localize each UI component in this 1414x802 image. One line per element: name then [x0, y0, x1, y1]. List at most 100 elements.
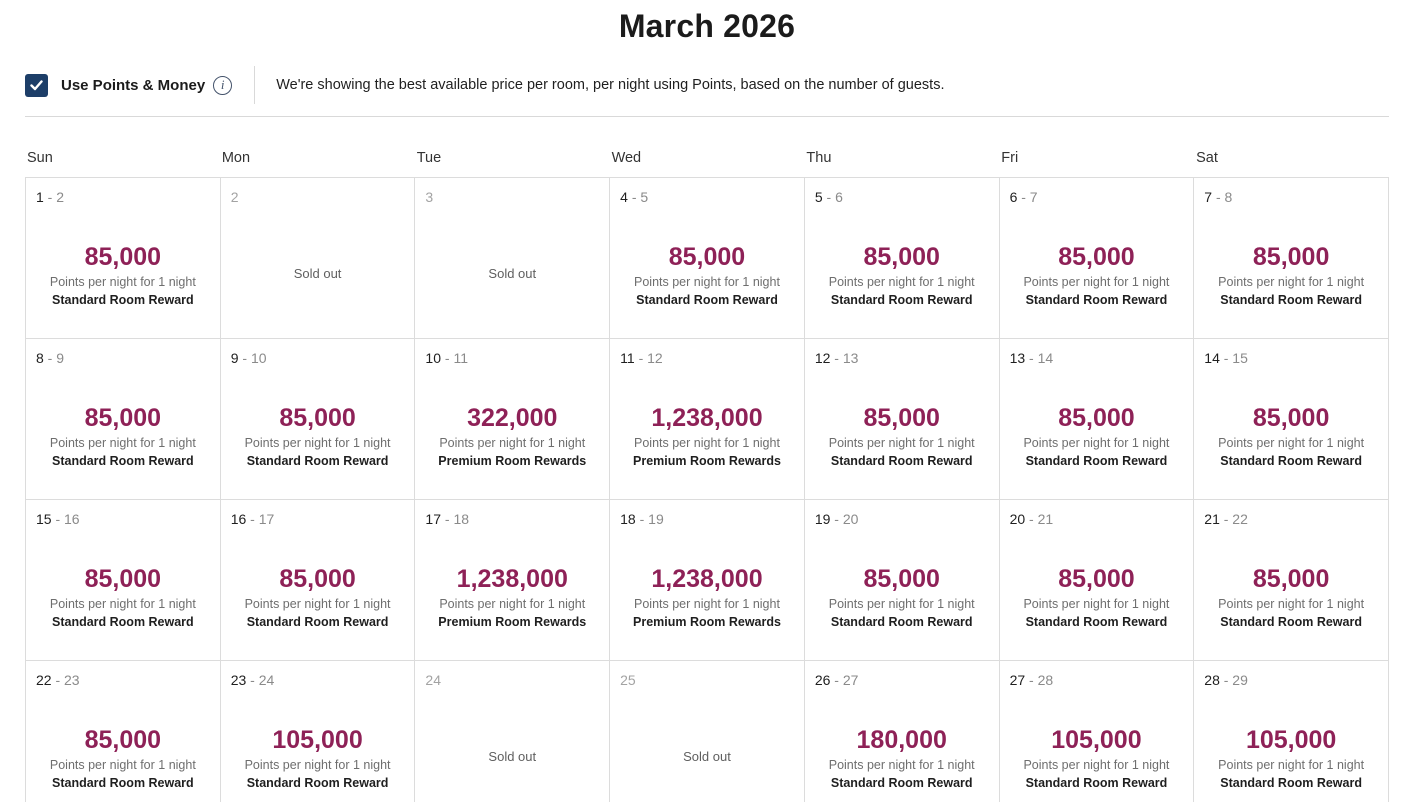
points-value: 85,000 — [1058, 243, 1135, 271]
calendar-day-cell[interactable]: 18 - 19 1,238,000 Points per night for 1… — [610, 500, 805, 661]
sold-out-label: Sold out — [488, 266, 537, 281]
calendar-day-cell[interactable]: 11 - 12 1,238,000 Points per night for 1… — [610, 339, 805, 500]
use-points-label: Use Points & Money — [61, 76, 206, 94]
points-caption: Points per night for 1 night — [1023, 436, 1170, 450]
calendar-day-cell[interactable]: 17 - 18 1,238,000 Points per night for 1… — [415, 500, 611, 661]
calendar-day-cell[interactable]: 21 - 22 85,000 Points per night for 1 ni… — [1194, 500, 1389, 661]
points-caption: Points per night for 1 night — [1218, 597, 1365, 611]
calendar-day-cell[interactable]: 27 - 28 105,000 Points per night for 1 n… — [999, 661, 1195, 802]
cell-body: 105,000 Points per night for 1 night Sta… — [221, 725, 415, 792]
cell-body: 85,000 Points per night for 1 night Stan… — [805, 242, 999, 309]
weekday-header: Fri — [1001, 150, 1019, 166]
points-caption: Points per night for 1 night — [828, 597, 975, 611]
room-type-label: Standard Room Reward — [1025, 293, 1168, 307]
date-range: 23 - 24 — [230, 672, 275, 688]
cell-body: 85,000 Points per night for 1 night Stan… — [221, 403, 415, 470]
calendar-day-cell: 25 Sold out — [610, 661, 805, 802]
points-value: 105,000 — [1245, 726, 1337, 754]
calendar-day-cell[interactable]: 10 - 11 322,000 Points per night for 1 n… — [415, 339, 611, 500]
room-type-label: Standard Room Reward — [52, 454, 194, 468]
calendar-day-cell[interactable]: 6 - 7 85,000 Points per night for 1 nigh… — [999, 178, 1195, 339]
weekday-header: Tue — [416, 150, 442, 166]
cell-body: 85,000 Points per night for 1 night Stan… — [805, 403, 999, 470]
date-range: 28 - 29 — [1204, 672, 1248, 688]
cell-body: 85,000 Points per night for 1 night Stan… — [26, 725, 220, 792]
points-value: 85,000 — [84, 565, 162, 593]
points-caption: Points per night for 1 night — [49, 758, 196, 772]
weekday-header: Mon — [221, 150, 251, 166]
points-value: 85,000 — [863, 565, 940, 593]
cell-body: 322,000 Points per night for 1 night Pre… — [415, 403, 609, 470]
calendar-day-cell: 2 Sold out — [220, 178, 416, 339]
points-toolbar: Use Points & Money i We're showing the b… — [25, 66, 1389, 104]
cell-body: 1,238,000 Points per night for 1 night P… — [610, 403, 804, 470]
room-type-label: Standard Room Reward — [246, 615, 389, 629]
points-value: 105,000 — [272, 726, 363, 754]
room-type-label: Standard Room Reward — [1220, 776, 1362, 790]
points-value: 1,238,000 — [651, 404, 763, 432]
points-caption: Points per night for 1 night — [828, 436, 975, 450]
room-type-label: Premium Room Rewards — [633, 454, 781, 468]
date-range: 15 - 16 — [36, 511, 80, 527]
date-range: 12 - 13 — [814, 350, 859, 366]
room-type-label: Standard Room Reward — [1220, 454, 1362, 468]
points-value: 85,000 — [1252, 565, 1330, 593]
sold-out-label: Sold out — [293, 266, 342, 281]
room-type-label: Premium Room Rewards — [438, 615, 587, 629]
calendar-day-cell[interactable]: 5 - 6 85,000 Points per night for 1 nigh… — [804, 178, 1000, 339]
calendar-day-cell[interactable]: 16 - 17 85,000 Points per night for 1 ni… — [220, 500, 416, 661]
calendar-day-cell[interactable]: 13 - 14 85,000 Points per night for 1 ni… — [999, 339, 1195, 500]
room-type-label: Standard Room Reward — [52, 776, 194, 790]
calendar-day-cell[interactable]: 8 - 9 85,000 Points per night for 1 nigh… — [26, 339, 221, 500]
points-caption: Points per night for 1 night — [828, 275, 975, 289]
date-range: 20 - 21 — [1009, 511, 1054, 527]
cell-body: 1,238,000 Points per night for 1 night P… — [415, 564, 609, 631]
date-range: 22 - 23 — [36, 672, 80, 688]
points-value: 85,000 — [84, 404, 162, 432]
calendar-day-cell[interactable]: 19 - 20 85,000 Points per night for 1 ni… — [804, 500, 1000, 661]
weekday-header: Wed — [611, 150, 642, 166]
use-points-checkbox[interactable] — [25, 73, 48, 97]
points-caption: Points per night for 1 night — [244, 758, 391, 772]
points-caption: Points per night for 1 night — [439, 436, 586, 450]
points-value: 85,000 — [668, 243, 746, 271]
date-range: 11 - 12 — [620, 350, 663, 366]
points-value: 85,000 — [1058, 404, 1135, 432]
calendar-day-cell[interactable]: 7 - 8 85,000 Points per night for 1 nigh… — [1194, 178, 1389, 339]
points-caption: Points per night for 1 night — [828, 758, 975, 772]
room-type-label: Standard Room Reward — [1025, 776, 1168, 790]
cell-body: 85,000 Points per night for 1 night Stan… — [26, 564, 220, 631]
calendar-day-cell[interactable]: 20 - 21 85,000 Points per night for 1 ni… — [999, 500, 1195, 661]
calendar-day-cell[interactable]: 1 - 2 85,000 Points per night for 1 nigh… — [26, 178, 221, 339]
points-caption: Points per night for 1 night — [244, 436, 391, 450]
info-icon[interactable]: i — [213, 75, 233, 95]
calendar-day-cell: 3 Sold out — [415, 178, 611, 339]
room-type-label: Standard Room Reward — [1025, 615, 1168, 629]
room-type-label: Standard Room Reward — [52, 615, 194, 629]
date-range: 6 - 7 — [1009, 189, 1038, 205]
date-range: 8 - 9 — [36, 350, 65, 366]
sold-out-label: Sold out — [488, 749, 537, 764]
points-value: 85,000 — [84, 243, 162, 271]
room-type-label: Premium Room Rewards — [438, 454, 587, 468]
cell-body: 85,000 Points per night for 1 night Stan… — [26, 242, 220, 309]
date-range: 24 — [425, 672, 441, 688]
calendar-day-cell[interactable]: 9 - 10 85,000 Points per night for 1 nig… — [220, 339, 416, 500]
calendar-day-cell[interactable]: 15 - 16 85,000 Points per night for 1 ni… — [26, 500, 221, 661]
points-caption: Points per night for 1 night — [1218, 436, 1365, 450]
calendar-day-cell[interactable]: 14 - 15 85,000 Points per night for 1 ni… — [1194, 339, 1389, 500]
calendar-day-cell[interactable]: 23 - 24 105,000 Points per night for 1 n… — [220, 661, 416, 802]
points-caption: Points per night for 1 night — [1218, 275, 1365, 289]
calendar-day-cell[interactable]: 4 - 5 85,000 Points per night for 1 nigh… — [610, 178, 805, 339]
calendar-day-cell[interactable]: 22 - 23 85,000 Points per night for 1 ni… — [26, 661, 221, 802]
calendar-day-cell[interactable]: 26 - 27 180,000 Points per night for 1 n… — [804, 661, 1000, 802]
calendar-day-cell[interactable]: 12 - 13 85,000 Points per night for 1 ni… — [804, 339, 1000, 500]
points-value: 85,000 — [279, 565, 356, 593]
calendar-day-cell[interactable]: 28 - 29 105,000 Points per night for 1 n… — [1194, 661, 1389, 802]
header-divider — [25, 116, 1389, 117]
points-value: 85,000 — [863, 404, 940, 432]
room-type-label: Standard Room Reward — [246, 776, 389, 790]
cell-body: 85,000 Points per night for 1 night Stan… — [26, 403, 220, 470]
date-range: 10 - 11 — [425, 350, 468, 366]
points-caption: Points per night for 1 night — [439, 597, 586, 611]
